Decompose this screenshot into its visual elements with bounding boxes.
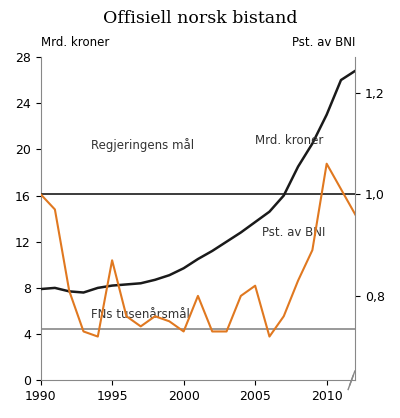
Text: Mrd. kroner: Mrd. kroner (255, 134, 324, 147)
Text: Regjeringens mål: Regjeringens mål (91, 138, 194, 152)
Text: Offisiell norsk bistand: Offisiell norsk bistand (103, 10, 297, 28)
Text: Mrd. kroner: Mrd. kroner (40, 36, 109, 49)
Text: Pst. av BNI: Pst. av BNI (292, 36, 355, 49)
Text: FNs tusenårsmål: FNs tusenårsmål (91, 308, 190, 321)
Text: Pst. av BNI: Pst. av BNI (262, 226, 326, 239)
